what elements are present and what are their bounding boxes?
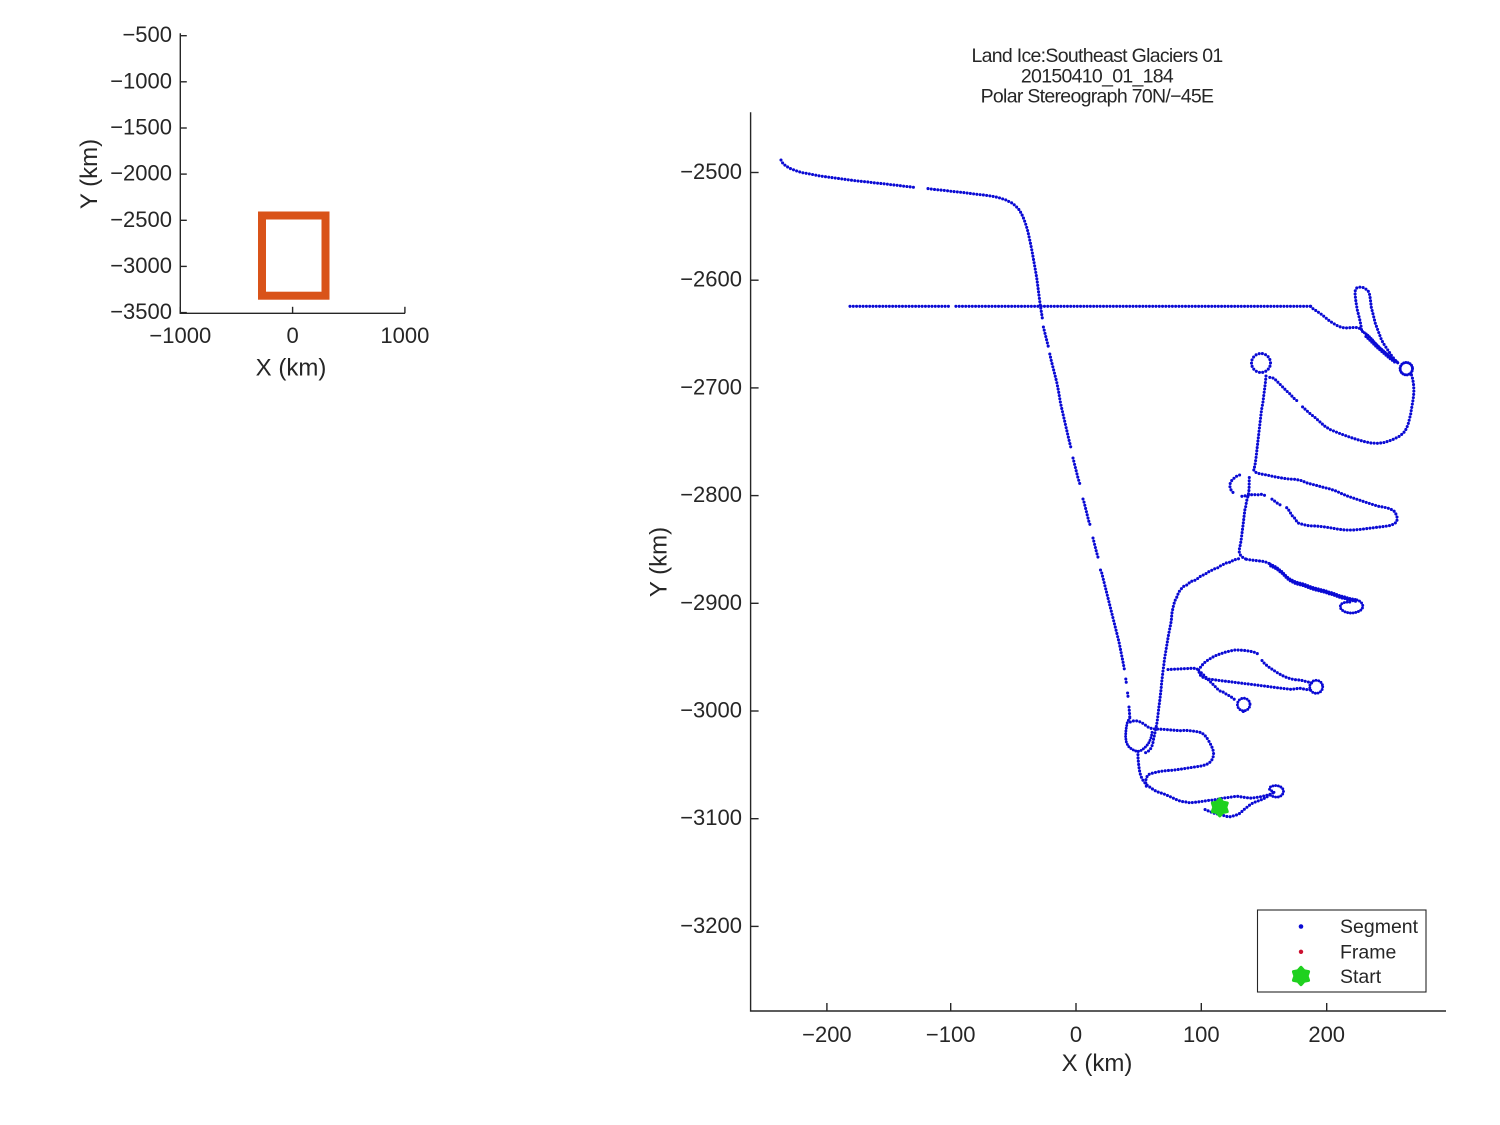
svg-text:Start: Start <box>1340 966 1382 988</box>
svg-text:−200: −200 <box>802 1022 852 1047</box>
svg-text:0: 0 <box>1070 1022 1082 1047</box>
svg-text:−3200: −3200 <box>680 913 742 938</box>
svg-text:−2600: −2600 <box>680 267 742 292</box>
svg-text:−3000: −3000 <box>680 698 742 723</box>
svg-text:−1500: −1500 <box>110 115 172 140</box>
svg-text:−2900: −2900 <box>680 590 742 615</box>
svg-text:−2800: −2800 <box>680 482 742 507</box>
svg-text:−3100: −3100 <box>680 805 742 830</box>
svg-text:X (km): X (km) <box>256 355 327 382</box>
svg-text:−500: −500 <box>122 22 172 47</box>
svg-text:−3500: −3500 <box>110 299 172 324</box>
svg-text:200: 200 <box>1308 1022 1345 1047</box>
svg-text:−2000: −2000 <box>110 161 172 186</box>
svg-text:Polar Stereograph 70N/−45E: Polar Stereograph 70N/−45E <box>981 86 1214 108</box>
svg-text:Segment: Segment <box>1340 916 1419 938</box>
svg-text:−100: −100 <box>926 1022 976 1047</box>
svg-text:20150410_01_184: 20150410_01_184 <box>1021 65 1174 87</box>
svg-text:−1000: −1000 <box>149 323 211 348</box>
svg-text:1000: 1000 <box>380 323 429 348</box>
svg-text:X (km): X (km) <box>1062 1050 1133 1077</box>
svg-text:0: 0 <box>286 323 298 348</box>
svg-text:−2700: −2700 <box>680 374 742 399</box>
svg-text:Frame: Frame <box>1340 942 1396 964</box>
svg-text:Y (km): Y (km) <box>646 527 673 597</box>
svg-text:−2500: −2500 <box>110 207 172 232</box>
svg-text:Land Ice:Southeast Glaciers 01: Land Ice:Southeast Glaciers 01 <box>971 45 1222 67</box>
svg-text:−3000: −3000 <box>110 253 172 278</box>
svg-text:−2500: −2500 <box>680 159 742 184</box>
svg-text:100: 100 <box>1183 1022 1220 1047</box>
svg-text:Y (km): Y (km) <box>76 139 103 209</box>
svg-text:−1000: −1000 <box>110 68 172 93</box>
